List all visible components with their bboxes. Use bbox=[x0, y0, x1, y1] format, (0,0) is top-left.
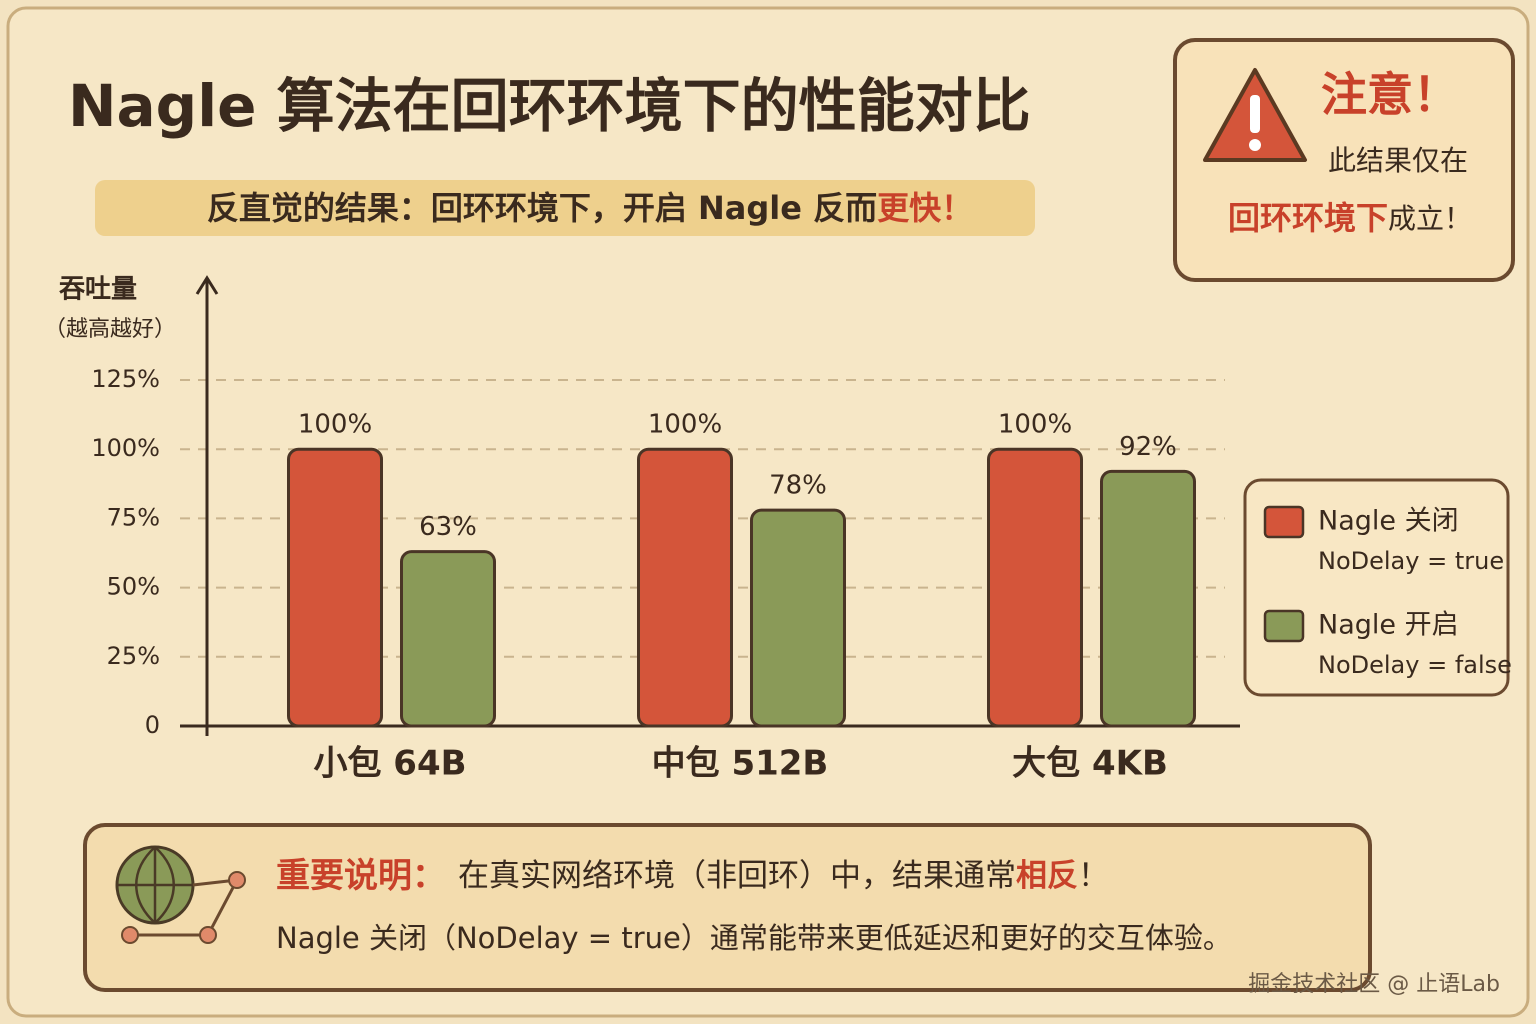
subtitle-emphasis: 更快！ bbox=[877, 189, 973, 227]
y-tick-label: 50% bbox=[107, 573, 160, 601]
note-line-2: Nagle 关闭（NoDelay = true）通常能带来更低延迟和更好的交互体… bbox=[276, 921, 1232, 955]
value-label: 92% bbox=[1119, 432, 1177, 462]
note-line-1: 重要说明： 在真实网络环境（非回环）中，结果通常相反！ bbox=[276, 856, 1109, 896]
warning-text: 此结果仅在 bbox=[1328, 144, 1468, 177]
network-node bbox=[121, 926, 139, 944]
warning-icon-dot bbox=[1249, 139, 1261, 151]
legend-swatch bbox=[1263, 609, 1305, 643]
note-heading: 重要说明： bbox=[276, 856, 446, 896]
network-node bbox=[199, 926, 217, 944]
y-tick-label: 0 bbox=[145, 711, 160, 739]
y-label: 吞吐量 bbox=[59, 275, 137, 305]
y-tick-label: 25% bbox=[107, 642, 160, 670]
legend-swatch bbox=[1263, 505, 1305, 539]
globe-lines bbox=[117, 846, 193, 924]
value-label: 100% bbox=[298, 410, 372, 440]
value-label: 100% bbox=[998, 410, 1072, 440]
value-label: 100% bbox=[648, 410, 722, 440]
legend-box bbox=[1243, 478, 1510, 697]
subtitle: 反直觉的结果：回环环境下，开启 Nagle 反而更快！ bbox=[207, 189, 973, 227]
y-tick-label: 100% bbox=[91, 434, 160, 462]
network-node bbox=[228, 871, 246, 889]
warning-highlight: 回环环境下 bbox=[1228, 199, 1388, 237]
warning-title: 注意！ bbox=[1321, 68, 1459, 122]
bar bbox=[1100, 469, 1196, 728]
bar bbox=[987, 447, 1083, 728]
y-axis bbox=[195, 275, 219, 736]
y-tick-label: 125% bbox=[91, 365, 160, 393]
x-tick-label: 大包 4KB bbox=[1012, 744, 1168, 784]
bar bbox=[287, 447, 383, 728]
y-tick-label: 75% bbox=[107, 503, 160, 531]
bar bbox=[400, 550, 496, 728]
subtitle-text: 反直觉的结果：回环环境下，开启 Nagle 反而 bbox=[207, 189, 877, 227]
legend-detail: NoDelay = false bbox=[1318, 651, 1512, 679]
bar bbox=[637, 447, 733, 728]
bar bbox=[750, 508, 846, 728]
x-tick-label: 小包 64B bbox=[313, 744, 466, 784]
value-label: 78% bbox=[769, 471, 827, 501]
watermark: 掘金技术社区 @ 止语Lab bbox=[1248, 972, 1500, 997]
note-box bbox=[83, 823, 1372, 992]
legend-label: Nagle 关闭 bbox=[1318, 506, 1459, 537]
legend-detail: NoDelay = true bbox=[1318, 547, 1504, 575]
x-tick-label: 中包 512B bbox=[652, 744, 829, 784]
chart-title: Nagle 算法在回环环境下的性能对比 bbox=[68, 72, 1031, 140]
y-label-note: （越高越好） bbox=[44, 317, 176, 342]
note-end: ！ bbox=[1078, 858, 1109, 894]
note-text: 在真实网络环境（非回环）中，结果通常 bbox=[458, 858, 1016, 894]
subtitle-band bbox=[95, 180, 1035, 236]
note-emphasis: 相反 bbox=[1016, 858, 1078, 894]
warning-rest: 成立！ bbox=[1388, 202, 1472, 235]
legend-label: Nagle 开启 bbox=[1318, 610, 1459, 641]
warning-icon-mark bbox=[1250, 95, 1260, 133]
warning-line: 回环环境下成立！ bbox=[1228, 199, 1472, 237]
value-label: 63% bbox=[419, 512, 477, 542]
